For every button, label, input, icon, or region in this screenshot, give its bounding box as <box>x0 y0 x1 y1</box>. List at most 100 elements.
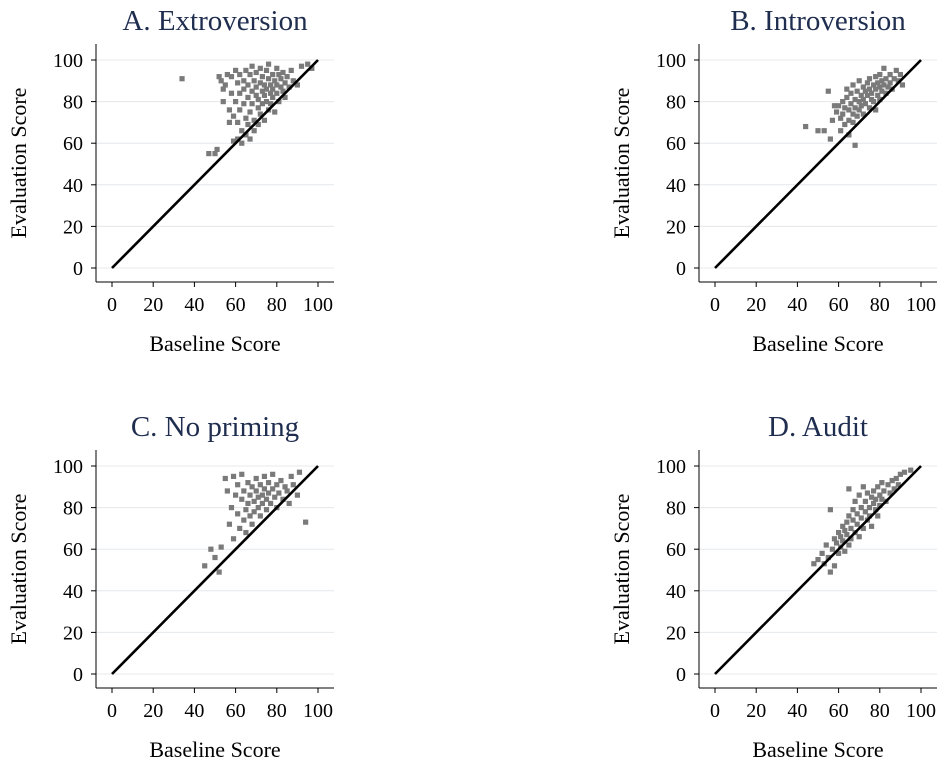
scatter-point <box>251 498 257 504</box>
scatter-point <box>850 119 856 125</box>
scatter-point <box>280 496 286 502</box>
scatter-point <box>216 74 222 80</box>
scatter-point <box>259 492 265 498</box>
scatter-point <box>858 103 864 109</box>
scatter-point <box>270 94 276 101</box>
y-tick-label: 80 <box>666 498 686 520</box>
scatter-point <box>864 490 871 496</box>
scatter-point <box>230 536 237 542</box>
x-axis-label: Baseline Score <box>149 331 280 356</box>
scatter-point <box>854 88 860 94</box>
scatter-point <box>846 117 852 123</box>
scatter-point <box>852 142 858 148</box>
y-tick-label: 20 <box>63 622 83 644</box>
scatter-point <box>218 544 224 550</box>
scatter-point <box>877 492 883 498</box>
scatter-point <box>243 115 249 121</box>
scatter-point <box>257 513 263 519</box>
scatter-point <box>864 80 871 86</box>
scatter-point <box>811 561 817 567</box>
scatter-point <box>821 128 827 134</box>
scatter-point <box>245 94 251 101</box>
scatter-point <box>856 492 862 498</box>
scatter-point <box>856 107 862 113</box>
scatter-point <box>243 507 249 513</box>
scatter-point <box>862 498 868 504</box>
scatter-point <box>846 132 852 138</box>
scatter-point <box>247 492 253 498</box>
scatter-point <box>836 529 842 536</box>
scatter-point <box>237 71 243 78</box>
scatter-point <box>871 82 877 88</box>
panel-b: 0 20 40 60 80 100 0 20 40 60 80 100 B. Introversion B… <box>609 5 937 356</box>
scatter-point <box>838 115 844 121</box>
scatter-point <box>838 534 844 540</box>
scatter-point <box>276 490 282 496</box>
scatter-point <box>228 74 235 80</box>
scatter-point <box>233 492 239 498</box>
scatter-point <box>850 82 856 88</box>
scatter-point <box>840 111 846 117</box>
y-tick-label: 100 <box>53 50 83 72</box>
scatter-point <box>259 500 265 507</box>
scatter-point <box>897 71 903 78</box>
scatter-point <box>228 90 235 96</box>
scatter-point <box>263 507 270 513</box>
y-tick-label: 60 <box>63 539 83 561</box>
scatter-point <box>866 76 873 82</box>
scatter-point <box>833 540 840 546</box>
scatter-point <box>233 99 239 105</box>
scatter-point <box>253 84 259 90</box>
scatter-point <box>873 496 879 502</box>
scatter-point <box>846 513 852 519</box>
scatter-point <box>901 469 908 475</box>
scatter-point <box>803 123 809 130</box>
scatter-point <box>272 109 278 115</box>
scatter-point <box>860 96 866 103</box>
y-tick-label: 100 <box>656 50 686 72</box>
x-tick-label: 100 <box>303 294 333 316</box>
scatter-point <box>303 519 309 525</box>
scatter-point <box>259 88 265 94</box>
scatter-point <box>833 109 840 115</box>
scatter-point <box>282 94 288 101</box>
scatter-point <box>842 527 848 534</box>
x-tick-label: 20 <box>746 700 766 722</box>
scatter-point <box>848 101 854 107</box>
scatter-point <box>261 117 268 123</box>
scatter-point <box>871 500 877 507</box>
scatter-point <box>241 488 247 494</box>
scatter-point <box>858 92 864 98</box>
scatter-point <box>897 471 903 477</box>
scatter-point <box>296 469 303 475</box>
scatter-point <box>247 71 253 78</box>
scatter-point <box>298 63 305 69</box>
y-tick-label: 60 <box>666 539 686 561</box>
scatter-point <box>247 136 253 142</box>
scatter-point <box>856 99 862 105</box>
scatter-point <box>235 511 241 517</box>
scatter-point <box>875 513 881 519</box>
scatter-point <box>265 76 272 82</box>
scatter-point <box>887 80 893 86</box>
reference-line <box>111 59 319 269</box>
scatter-point <box>881 82 887 88</box>
scatter-point <box>251 128 257 134</box>
x-tick-label: 100 <box>906 700 936 722</box>
x-tick-label: 100 <box>303 700 333 722</box>
y-axis-label: Evaluation Score <box>6 494 31 645</box>
scatter-point <box>866 505 873 511</box>
scatter-point <box>815 557 821 563</box>
scatter-point <box>862 88 868 94</box>
scatter-point <box>879 480 885 486</box>
scatter-point <box>228 505 235 511</box>
scatter-point <box>893 475 899 482</box>
x-tick-label: 0 <box>107 700 117 722</box>
scatter-point <box>850 111 856 117</box>
scatter-point <box>284 74 290 80</box>
scatter-point <box>831 563 838 569</box>
scatter-point <box>259 101 265 107</box>
scatter-point <box>247 109 253 115</box>
